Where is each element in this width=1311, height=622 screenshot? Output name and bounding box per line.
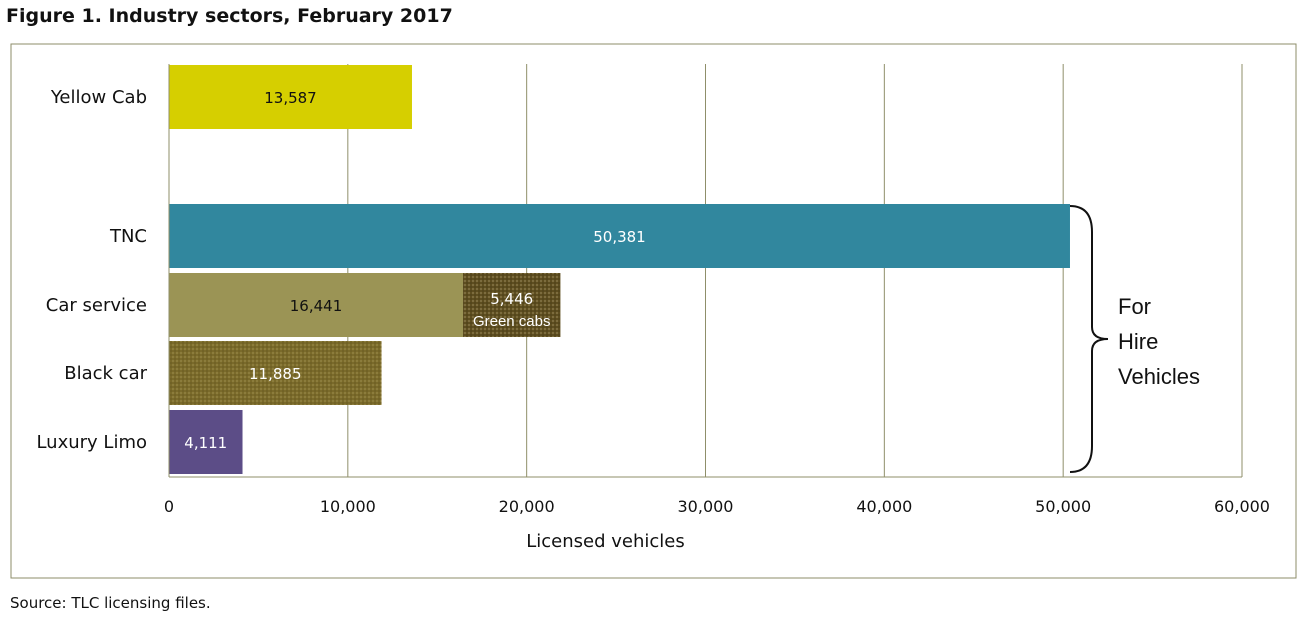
source-note: Source: TLC licensing files. <box>10 594 211 612</box>
x-tick-label: 40,000 <box>856 497 912 516</box>
figure-title: Figure 1. Industry sectors, February 201… <box>6 5 453 27</box>
category-label: Car service <box>46 295 147 316</box>
series-label-green-cabs: Green cabs <box>473 313 551 330</box>
gridlines <box>347 64 1243 477</box>
data-label: 13,587 <box>264 89 317 107</box>
data-label: 50,381 <box>593 228 646 246</box>
brace-shape <box>1069 205 1109 473</box>
bar-chart: 13,587 50,381 16,441 5,446 Green cabs 11,885 4… <box>10 43 1297 579</box>
brace-label-line: Vehicles <box>1118 364 1200 389</box>
bar-segment-green-cabs <box>463 273 561 337</box>
x-tick-label: 20,000 <box>499 497 555 516</box>
x-tick-label: 0 <box>164 497 174 516</box>
category-label: Black car <box>64 363 147 384</box>
brace-label-line: For <box>1118 294 1151 319</box>
for-hire-brace: For Hire Vehicles <box>1069 205 1200 473</box>
bar <box>169 204 1070 268</box>
data-label: 16,441 <box>290 297 343 315</box>
labels: 13,587 50,381 16,441 5,446 Green cabs 11,885 4… <box>184 89 645 452</box>
bars <box>169 65 1070 474</box>
bar <box>169 65 412 129</box>
axes: 0 10,000 20,000 30,000 40,000 50,000 60,000 Lic… <box>36 64 1270 552</box>
x-tick-label: 30,000 <box>678 497 734 516</box>
x-axis-title: Licensed vehicles <box>526 531 685 552</box>
data-label: 4,111 <box>184 434 227 452</box>
bar <box>169 341 382 405</box>
x-tick-label: 50,000 <box>1035 497 1091 516</box>
x-tick-label: 10,000 <box>320 497 376 516</box>
brace-label-line: Hire <box>1118 329 1158 354</box>
category-label: TNC <box>109 226 147 247</box>
bar <box>169 273 464 337</box>
category-label: Yellow Cab <box>50 87 147 108</box>
bar <box>169 410 243 474</box>
x-tick-label: 60,000 <box>1214 497 1270 516</box>
data-label: 5,446 <box>490 290 533 308</box>
data-label: 11,885 <box>249 365 302 383</box>
category-label: Luxury Limo <box>36 432 147 453</box>
